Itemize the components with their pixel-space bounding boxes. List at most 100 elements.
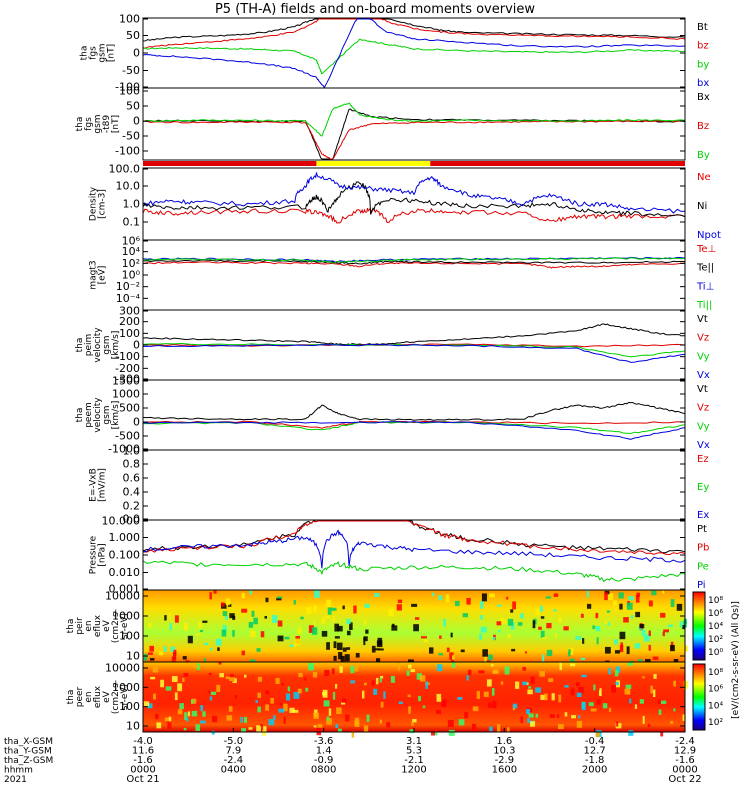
spectrogram-cell [522,666,527,671]
y-tick-label: 0.100 [109,549,141,562]
spectrogram-cell [293,599,296,605]
spectrogram-cell [313,725,317,728]
spectrogram-cell [411,603,418,607]
spectrogram-cell [614,639,618,645]
spectrogram-cell [553,593,559,597]
y-tick-label: 50 [126,29,140,42]
legend-entry: Pe [697,561,709,572]
y-tick-label: -300 [115,373,140,386]
spectrogram-cell [287,686,291,692]
legend-entry: Bt [697,22,708,33]
spectrogram-cell [480,600,484,609]
spectrogram-cell [305,687,309,692]
spectrogram-cell [564,712,568,717]
spectrogram-cell [682,714,686,721]
series-line-bz [142,18,686,49]
panel-frame [142,239,686,311]
spectrogram-cell [297,627,302,635]
spectrogram-cell [568,649,571,653]
spectrogram-cell [391,623,395,627]
spectrogram-cell [546,622,552,629]
spectrogram-cell [570,688,575,696]
spectrogram-cell [165,686,172,691]
spectrogram-cell [219,673,224,678]
spectrogram-cell [208,672,212,676]
spectrogram-cell [235,694,238,700]
spectrogram-cell [625,684,632,690]
legend-entry: By [697,150,710,161]
spectrogram-cell [616,721,619,727]
y-tick-label: 10000 [105,662,140,675]
spectrogram-cell [218,662,222,665]
series-line-Pi [142,529,686,569]
spectrogram-cell [396,604,402,611]
spectrogram-cell [488,654,493,661]
spectrogram-cell [546,649,553,657]
series-line-Vy [142,342,686,358]
y-axis-label: tha [75,338,85,353]
spectrogram-cell [520,613,524,619]
spectrogram-cell [563,626,569,631]
y-tick-label: -50 [122,64,140,77]
spectrogram-cell [524,651,528,654]
spectrogram-cell [647,723,651,728]
spectrogram-cell [476,691,480,699]
spectrogram-cell [195,633,201,636]
spectrogram-cell [195,724,201,731]
spectrogram-cell [575,682,580,687]
y-axis-label: eflux [93,685,103,708]
y-axis-label: [cm-3] [98,189,108,219]
spectrogram-cell [240,716,243,723]
spectrogram-cell [222,611,228,617]
spectrogram-cell [209,696,213,701]
spectrogram-cell [241,592,245,599]
spectrogram-cell [353,605,357,614]
y-tick-label: 0 [133,416,140,429]
spectrogram-cell [535,713,539,718]
y-axis-label: fgs [84,117,94,131]
series-line-Ti|| [142,257,686,264]
spectrogram-cell [568,648,574,655]
spectrogram-cell [277,620,283,627]
spectrogram-cell [169,623,173,630]
spectrogram-cell [160,679,165,688]
plot-title: P5 (TH-A) fields and on-board moments ov… [214,2,536,17]
y-tick-label: 0.2 [123,500,141,513]
spectrogram-cell [512,601,516,610]
spectrogram-cell [595,612,599,619]
spectrogram-cell [147,652,153,656]
spectrogram-cell [490,664,494,667]
spectrogram-cell [510,622,515,630]
spectrogram-cell [337,625,343,632]
spectrogram-cell [373,688,378,695]
spectrogram-cell [619,603,623,610]
y-tick-label: 0.6 [123,472,141,485]
spectrogram-cell [335,683,338,689]
y-tick-label: 10⁻² [116,280,140,293]
spectrogram-cell [264,615,267,619]
spectrogram-cell [202,620,208,623]
spectrogram-cell [386,722,391,728]
x-row-label: tha_Z-GSM [4,756,53,766]
spectrogram-cell [628,596,634,601]
x-tick-label: -1.6 [133,755,153,766]
spectrogram-cell [191,710,198,717]
spectrogram-cell [683,680,689,689]
colorbar [692,663,706,731]
spectrogram-cell [377,637,383,646]
series-line-By [142,102,686,137]
y-tick-label: 500 [119,402,140,415]
legend-entry: Vt [697,314,708,325]
spectrogram-cell [642,676,645,679]
x-tick-label: 3.1 [406,736,422,747]
spectrogram-cell [346,647,351,650]
spectrogram-cell [639,624,645,629]
y-tick-label: 1000 [112,388,140,401]
legend-entry: Ne [697,172,711,183]
legend-entry: Te⊥ [696,244,716,255]
spectrogram-cell [604,621,608,624]
y-axis-label: fgs [89,46,99,60]
spectrogram-cell [510,609,514,613]
y-tick-label: 0.0 [123,513,141,526]
y-tick-label: 0.010 [109,566,141,579]
